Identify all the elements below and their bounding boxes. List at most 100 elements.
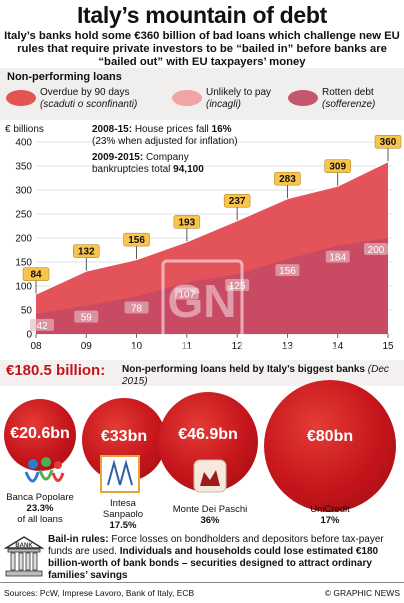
bailin-text: Bail-in rules: Force losses on bondholde… — [48, 534, 400, 582]
bank-name-banca-popolare: Banca Popolare — [6, 492, 74, 503]
intesa-logo-icon — [100, 455, 140, 493]
y-tick-label: 400 — [15, 138, 32, 149]
x-tick-label: 09 — [81, 341, 93, 352]
banks-heading-text: Non-performing loans held by Italy’s big… — [122, 364, 365, 375]
annotation-house-value: 16% — [211, 124, 232, 135]
bank-share-intesa: 17.5% — [109, 520, 137, 531]
footer — [0, 582, 404, 603]
x-tick-label: 15 — [382, 341, 394, 352]
x-tick-label: 10 — [131, 341, 143, 352]
annotation-house-text: House prices fall — [134, 124, 209, 135]
total-label-box — [22, 267, 50, 281]
legend-sub-unlikely: (incagli) — [206, 99, 242, 110]
total-value-label: 283 — [279, 174, 296, 185]
total-value-label: 309 — [329, 162, 346, 173]
bank-share-monte-paschi: 36% — [200, 515, 220, 526]
banks-total: €180.5 billion: — [6, 362, 106, 379]
annotation-house-years: 2008-15: — [92, 124, 133, 135]
banca-popolare-logo-icon — [24, 457, 65, 483]
y-tick-label: 150 — [15, 258, 32, 269]
y-tick-label: 200 — [15, 234, 32, 245]
legend-item-unlikely: Unlikely to pay (incagli) — [206, 87, 271, 111]
bank-label-intesa: Intesa Sanpaolo 17.5% — [96, 498, 150, 531]
rotten-value-label: 78 — [131, 304, 143, 315]
total-label-box — [123, 232, 150, 247]
total-value-label: 156 — [128, 235, 145, 246]
rotten-value-label: 42 — [36, 321, 48, 332]
legend-item-overdue: Overdue by 90 days (scaduti o sconfinant… — [40, 87, 137, 111]
rotten-label-box — [364, 243, 388, 255]
bailin-label: Bail-in rules: — [48, 534, 109, 545]
total-label-box — [173, 215, 201, 229]
footer-credit: © GRAPHIC NEWS — [324, 588, 400, 598]
legend-sub-overdue: (scaduti o sconfinanti) — [40, 99, 138, 110]
legend-label-rotten: Rotten debt — [322, 87, 374, 98]
rotten-value-label: 59 — [81, 313, 93, 324]
bubble-banca-popolare: €20.6bn — [4, 399, 76, 471]
bank-share-banca-popolare: 23.3% — [26, 503, 54, 514]
bank-label-unicredit: UniCredit 17% — [290, 504, 370, 526]
line-total — [35, 160, 389, 295]
annotation-bankrupt-years: 2009-2015: — [92, 152, 144, 163]
bailin-text1: Force losses on bondholders and deposito… — [48, 534, 384, 557]
legend-sub-rotten: (sofferenze) — [322, 99, 376, 110]
rotten-value-label: 200 — [368, 245, 385, 256]
page-subtitle: Italy’s banks hold some €360 billion of … — [4, 30, 400, 68]
legend-section-label: Non-performing loans — [7, 71, 122, 83]
bank-label-banca-popolare: Banca Popolare 23.3% of all loans — [0, 492, 80, 525]
bubble-unicredit: €80bn — [264, 380, 396, 512]
bank-name-monte-paschi: Monte Dei Paschi — [172, 504, 248, 515]
y-tick-label: 100 — [15, 282, 32, 293]
total-value-label: 360 — [380, 137, 397, 148]
legend-band — [0, 68, 404, 120]
bubble-value-monte-paschi: €46.9bn — [178, 426, 238, 443]
legend-item-rotten: Rotten debt (sofferenze) — [322, 87, 375, 111]
bank-name-intesa: Intesa Sanpaolo — [102, 498, 144, 520]
x-tick-label: 14 — [332, 341, 344, 352]
bank-share-unicredit: 17% — [320, 515, 340, 526]
rotten-value-label: 107 — [179, 290, 196, 301]
rotten-label-box — [275, 264, 300, 277]
total-label-box — [274, 171, 301, 186]
y-tick-label: 50 — [21, 306, 33, 317]
rotten-label-box — [74, 310, 99, 323]
total-value-label: 237 — [229, 196, 246, 207]
rotten-value-label: 184 — [329, 253, 346, 264]
banks-heading: Non-performing loans held by Italy’s big… — [122, 364, 404, 388]
banks-heading-date: (Dec 2015) — [122, 364, 389, 387]
bubble-value-intesa: €33bn — [100, 428, 148, 445]
rotten-label-box — [30, 318, 54, 331]
y-tick-label: 350 — [15, 162, 32, 173]
bank-building-icon: BANK — [4, 536, 44, 577]
y-axis-unit: € billions — [5, 124, 44, 135]
bank-name-unicredit: UniCredit — [310, 504, 350, 515]
bailin-text2: Individuals and households could lose es… — [48, 546, 379, 581]
y-tick-label: 300 — [15, 186, 32, 197]
footer-sources: Sources: PcW, Imprese Lavoro, Bank of It… — [4, 588, 195, 598]
legend-swatch-overdue — [6, 90, 36, 106]
total-label-box — [73, 244, 100, 258]
legend-swatch-rotten — [288, 90, 318, 106]
total-label-box — [324, 159, 351, 173]
annotation-bankrupt-text2: bankruptcies total — [92, 164, 171, 175]
total-value-label: 132 — [78, 247, 95, 258]
annotation-house-note: (23% when adjusted for inflation) — [92, 136, 238, 147]
rotten-value-label: 156 — [279, 266, 296, 277]
monte-paschi-logo-icon — [193, 459, 227, 493]
y-tick-label: 250 — [15, 210, 32, 221]
x-tick-label: 08 — [30, 341, 42, 352]
annotation-bankrupt-value: 94,100 — [173, 164, 204, 175]
bubble-value-banca-popolare: €20.6bn — [10, 425, 70, 442]
unicredit-logo-icon — [368, 484, 394, 506]
annotation-bankruptcies: 2009-2015: Company bankruptcies total 94… — [92, 152, 204, 176]
x-tick-label: 13 — [282, 341, 294, 352]
page-title: Italy’s mountain of debt — [76, 2, 328, 28]
total-value-label: 84 — [30, 270, 42, 281]
y-tick-label: 0 — [26, 330, 32, 341]
total-value-label: 193 — [179, 217, 196, 228]
total-label-box — [223, 193, 251, 208]
total-label-box — [374, 134, 402, 149]
bank-share-note-banca-popolare: of all loans — [17, 514, 63, 525]
bank-label-monte-paschi: Monte Dei Paschi 36% — [168, 504, 252, 526]
bank-sign-text: BANK — [15, 543, 33, 549]
